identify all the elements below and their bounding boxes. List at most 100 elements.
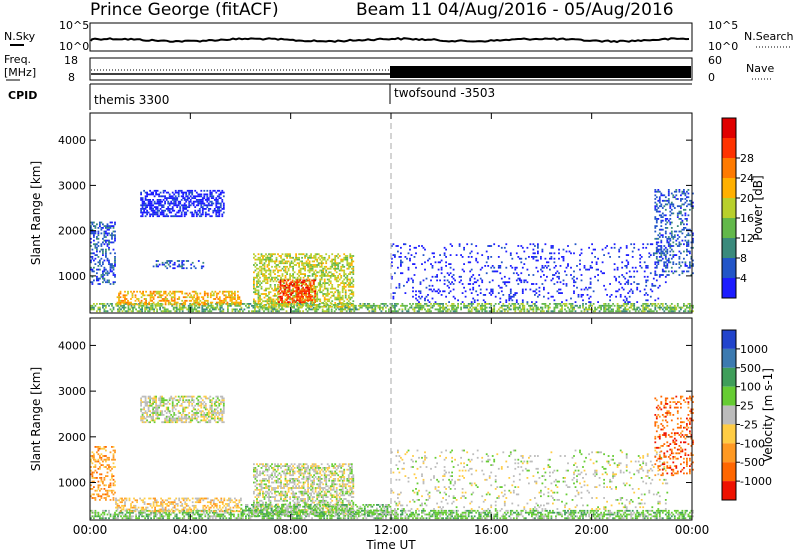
data-cell	[194, 206, 196, 208]
data-cell	[169, 204, 171, 206]
data-cell	[409, 303, 411, 305]
data-cell	[441, 267, 443, 269]
data-cell	[143, 201, 145, 203]
data-cell	[590, 303, 592, 305]
data-cell	[668, 260, 670, 262]
data-cell	[134, 307, 136, 309]
data-cell	[105, 231, 107, 233]
data-cell	[190, 201, 192, 203]
data-cell	[268, 293, 270, 295]
data-cell	[665, 261, 667, 263]
data-cell	[93, 517, 95, 519]
data-cell	[312, 275, 314, 277]
data-cell	[399, 287, 401, 289]
data-cell	[614, 276, 616, 278]
data-cell	[593, 290, 595, 292]
data-cell	[647, 265, 649, 267]
data-cell	[653, 310, 655, 312]
data-cell	[548, 298, 550, 300]
data-cell	[334, 257, 336, 259]
data-cell	[656, 243, 658, 245]
data-cell	[208, 197, 210, 199]
data-cell	[322, 270, 324, 272]
data-cell	[523, 251, 525, 253]
data-cell	[342, 297, 344, 299]
data-cell	[654, 194, 656, 196]
data-cell	[665, 256, 667, 258]
data-cell	[203, 195, 205, 197]
data-cell	[344, 309, 346, 311]
data-cell	[445, 265, 447, 267]
data-cell	[424, 249, 426, 251]
data-cell	[688, 245, 690, 247]
data-cell	[656, 209, 658, 211]
data-cell	[343, 304, 345, 306]
data-cell	[472, 289, 474, 291]
data-cell	[581, 252, 583, 254]
data-cell	[682, 240, 684, 242]
data-cell	[525, 280, 527, 282]
nsky-trace	[91, 38, 689, 42]
data-cell	[334, 288, 336, 290]
data-cell	[373, 303, 375, 305]
data-cell	[677, 238, 679, 240]
data-cell	[255, 262, 257, 264]
data-cell	[258, 293, 260, 295]
data-cell	[399, 283, 401, 285]
data-cell	[219, 517, 221, 519]
data-cell	[214, 190, 216, 192]
data-cell	[215, 309, 217, 311]
data-cell	[157, 208, 159, 210]
data-cell	[170, 514, 172, 516]
data-cell	[450, 272, 452, 274]
data-cell	[236, 304, 238, 306]
data-cell	[304, 275, 306, 277]
data-cell	[157, 190, 159, 192]
data-cell	[98, 245, 100, 247]
data-cell	[641, 256, 643, 258]
data-cell	[138, 517, 140, 519]
data-cell	[626, 305, 628, 307]
data-cell	[528, 256, 530, 258]
data-cell	[566, 285, 568, 287]
data-cell	[593, 303, 595, 305]
data-cell	[617, 290, 619, 292]
data-cell	[689, 263, 691, 265]
data-cell	[324, 268, 326, 270]
data-cell	[450, 267, 452, 269]
data-cell	[343, 275, 345, 277]
data-cell	[284, 285, 286, 287]
data-cell	[309, 275, 311, 277]
data-cell	[101, 229, 103, 231]
data-cell	[117, 517, 119, 519]
data-cell	[339, 291, 341, 293]
data-cell	[489, 307, 491, 309]
data-cell	[519, 307, 521, 309]
data-cell	[284, 280, 286, 282]
data-cell	[685, 309, 687, 311]
data-cell	[527, 303, 529, 305]
data-cell	[292, 275, 294, 277]
data-cell	[472, 298, 474, 300]
data-cell	[351, 290, 353, 292]
data-cell	[632, 267, 634, 269]
data-cell	[300, 270, 302, 272]
data-cell	[253, 271, 255, 273]
data-cell	[113, 283, 115, 285]
data-cell	[119, 307, 121, 309]
data-cell	[581, 274, 583, 276]
data-cell	[280, 257, 282, 259]
data-cell	[647, 305, 649, 307]
data-cell	[408, 309, 410, 311]
data-cell	[445, 307, 447, 309]
data-cell	[327, 282, 329, 284]
data-cell	[560, 289, 562, 291]
data-cell	[311, 299, 313, 301]
data-cell	[163, 199, 165, 201]
data-cell	[582, 294, 584, 296]
data-cell	[617, 269, 619, 271]
data-cell	[686, 200, 688, 202]
data-cell	[624, 301, 626, 303]
data-cell	[339, 255, 341, 257]
data-cell	[677, 198, 679, 200]
